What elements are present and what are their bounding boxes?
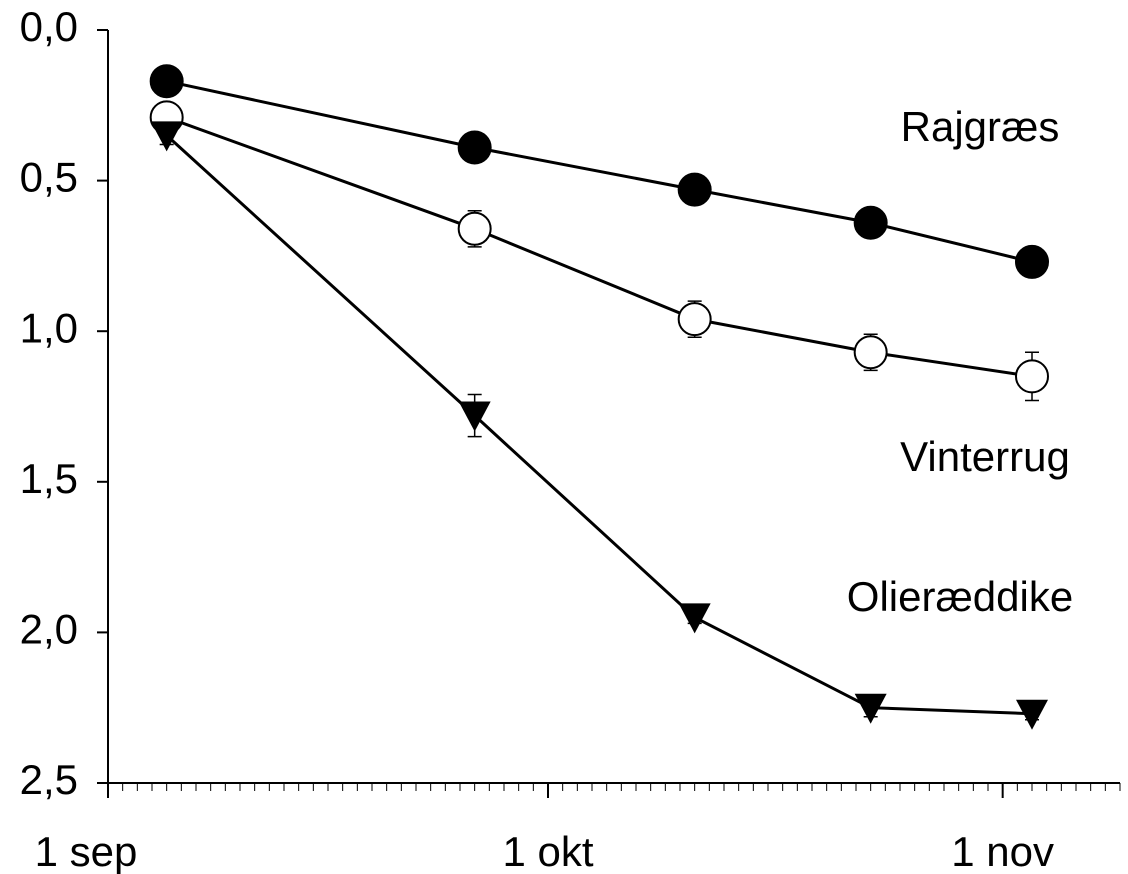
marker	[854, 693, 887, 724]
series-label: Vinterrug	[900, 433, 1070, 480]
series-label: Olieræddike	[847, 573, 1073, 620]
x-tick-label: 1 okt	[502, 828, 593, 874]
y-tick-label: 2,5	[20, 756, 78, 803]
marker	[1015, 244, 1049, 279]
marker	[678, 603, 711, 634]
y-tick-label: 1,0	[20, 304, 78, 351]
series-label: Rajgræs	[901, 103, 1060, 150]
marker	[150, 121, 183, 152]
marker	[853, 335, 888, 370]
series-line	[165, 134, 1033, 716]
y-tick-label: 2,0	[20, 605, 78, 652]
y-tick-label: 1,5	[20, 455, 78, 502]
marker	[677, 172, 712, 207]
x-tick-label: 1 nov	[951, 828, 1054, 874]
series-line	[166, 115, 1033, 378]
y-tick-label: 0,5	[20, 154, 78, 201]
marker	[1015, 359, 1049, 394]
marker	[457, 130, 492, 165]
marker	[853, 205, 888, 240]
x-tick-label: 1 sep	[35, 828, 138, 874]
marker	[457, 211, 492, 246]
y-tick-label: 0,0	[20, 3, 78, 50]
marker	[458, 401, 491, 432]
marker	[1016, 699, 1048, 730]
marker	[677, 302, 712, 337]
marker	[149, 64, 184, 99]
